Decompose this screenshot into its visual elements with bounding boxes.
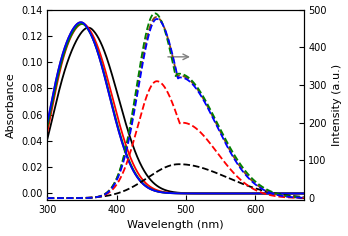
X-axis label: Wavelength (nm): Wavelength (nm) bbox=[127, 220, 224, 230]
Y-axis label: Intensity (a.u.): Intensity (a.u.) bbox=[332, 64, 342, 146]
Y-axis label: Absorbance: Absorbance bbox=[6, 72, 16, 138]
